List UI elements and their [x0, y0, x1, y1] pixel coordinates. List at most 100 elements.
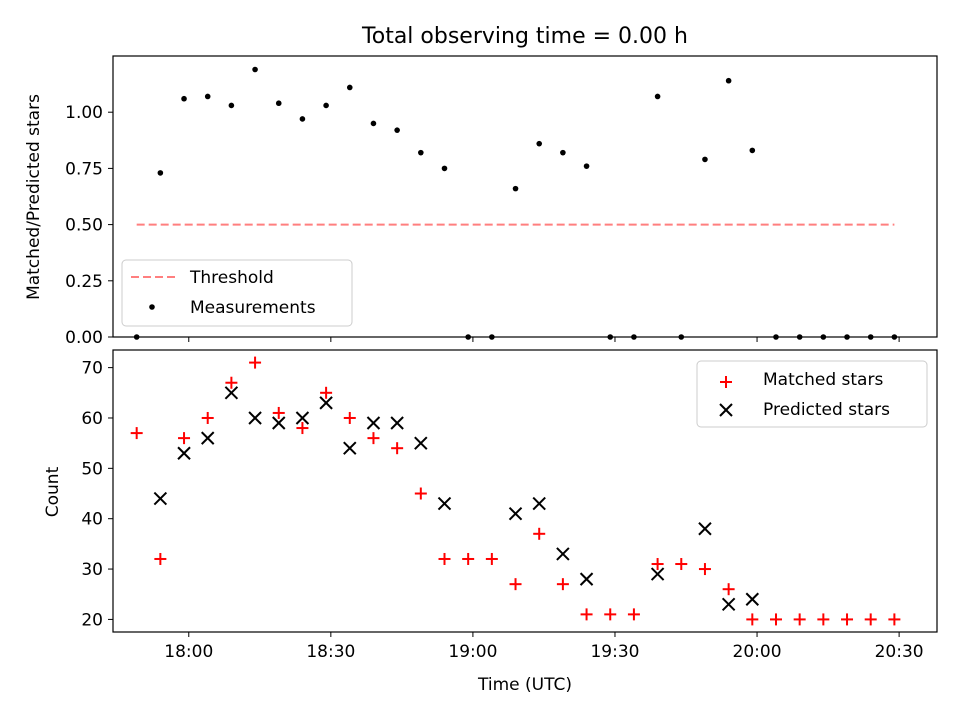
predicted-stars-point: [698, 522, 712, 536]
matched-stars-point: [178, 432, 191, 445]
measurements-point: [323, 102, 329, 109]
measurements-legend-swatch: [149, 304, 155, 310]
predicted-stars-point: [437, 496, 452, 511]
predicted-stars-point: [745, 592, 760, 606]
measurements-point: [346, 84, 353, 91]
matched-stars-point: [888, 613, 901, 626]
count-y-axis-label: Count: [43, 466, 63, 517]
matched-stars-point: [769, 613, 782, 626]
measurements-point: [536, 140, 543, 147]
ratio-x-ticks: [188, 337, 900, 342]
measurements-point: [560, 149, 566, 156]
measurements-point: [252, 66, 258, 73]
matched-stars-point: [367, 432, 380, 445]
matched-stars-point: [154, 552, 167, 565]
matched-stars-point: [343, 411, 356, 424]
measurements-point: [299, 116, 306, 122]
matched-stars-point: [864, 613, 877, 626]
predicted-stars-point: [390, 416, 404, 430]
count-y-tick-label: 50: [81, 459, 103, 479]
matched-stars-point: [201, 411, 214, 424]
measurements-point: [418, 149, 424, 156]
ratio-legend: Threshold Measurements: [121, 259, 353, 327]
count-x-tick-label: 18:30: [306, 642, 355, 662]
count-legend-box: [696, 360, 928, 428]
count-x-tick-label: 18:00: [164, 642, 213, 662]
matched-stars-point: [698, 563, 711, 576]
count-x-tick-label: 20:00: [733, 642, 782, 662]
measurements-point: [749, 147, 756, 154]
matched-stars-point: [651, 558, 664, 571]
matched-stars-point: [841, 613, 854, 626]
measurements-point: [441, 165, 448, 172]
matched-stars-point: [414, 487, 427, 500]
threshold-legend-label: Threshold: [189, 268, 274, 288]
measurements-point: [702, 156, 708, 163]
ratio-y-tick-label: 1.00: [65, 103, 103, 123]
predicted-stars-point: [579, 572, 594, 586]
measurements-point: [654, 93, 661, 100]
ratio-y-ticks: 0.00 0.25 0.50 0.75 1.00: [65, 103, 113, 348]
count-y-tick-label: 40: [81, 510, 103, 530]
predicted-stars-point: [295, 411, 310, 425]
measurements-point: [394, 127, 400, 133]
count-legend: Matched stars Predicted stars: [696, 360, 928, 428]
measurements-point: [725, 77, 732, 84]
count-x-tick-label: 20:30: [875, 642, 924, 662]
predicted-stars-point: [721, 597, 736, 612]
predicted-stars-point: [153, 491, 168, 506]
count-x-ticks: 18:00 18:30 19:00 19:30 20:00 20:30: [164, 632, 924, 662]
predicted-stars-legend-label: Predicted stars: [763, 400, 890, 420]
ratio-y-tick-label: 0.75: [65, 159, 103, 179]
matched-stars-point: [272, 406, 285, 419]
count-x-tick-label: 19:30: [590, 642, 639, 662]
predicted-stars-point: [248, 411, 262, 425]
matched-stars-point: [556, 578, 569, 591]
ratio-axes-frame: [112, 55, 938, 338]
count-axes-frame: [112, 349, 938, 633]
predicted-stars-legend-swatch: [719, 403, 733, 417]
measurements-legend-label: Measurements: [190, 298, 316, 318]
count-y-tick-label: 20: [81, 610, 103, 630]
matched-stars-point: [509, 578, 522, 591]
ratio-y-tick-label: 0.00: [65, 328, 103, 348]
measurements-point: [370, 120, 377, 127]
predicted-stars-point: [650, 567, 665, 581]
predicted-stars-point: [319, 396, 333, 410]
matched-stars-point: [675, 558, 688, 571]
matched-stars-point: [130, 427, 143, 440]
matched-stars-point: [462, 552, 475, 565]
matched-stars-point: [485, 552, 498, 565]
matched-stars-point: [249, 356, 262, 369]
count-x-axis-label: Time (UTC): [477, 675, 572, 695]
measurements-point: [157, 170, 164, 176]
predicted-stars-point: [177, 446, 191, 460]
matched-stars-point: [225, 376, 238, 389]
matched-stars-point: [722, 583, 735, 596]
matched-stars-point: [817, 613, 830, 626]
matched-stars-point: [391, 442, 404, 455]
ratio-y-tick-label: 0.50: [65, 216, 103, 236]
predicted-stars-point: [272, 416, 286, 430]
predicted-stars-point: [366, 416, 381, 430]
measurements-point: [512, 185, 519, 192]
ratio-y-axis-label: Matched/Predicted stars: [24, 94, 44, 300]
ratio-panel: Total observing time = 0.00 h Matched/Pr…: [24, 24, 938, 348]
predicted-stars-point: [224, 386, 239, 400]
measurements-point: [204, 93, 211, 100]
matched-stars-point: [296, 422, 309, 435]
matched-stars-point: [533, 527, 546, 540]
matched-stars-legend-swatch: [720, 376, 732, 388]
matched-stars-point: [793, 613, 806, 626]
count-plot-area: [130, 356, 901, 626]
matched-stars-point: [604, 608, 617, 621]
measurements-point: [228, 102, 235, 109]
predicted-stars-point: [532, 496, 546, 511]
ratio-legend-box: [121, 259, 353, 327]
count-x-tick-label: 19:00: [448, 642, 497, 662]
count-panel: Count Time (UTC) 20 30 40 50 60 70 18:00 18:30…: [43, 349, 938, 695]
measurements-point: [275, 100, 282, 107]
matched-stars-point: [580, 608, 593, 621]
